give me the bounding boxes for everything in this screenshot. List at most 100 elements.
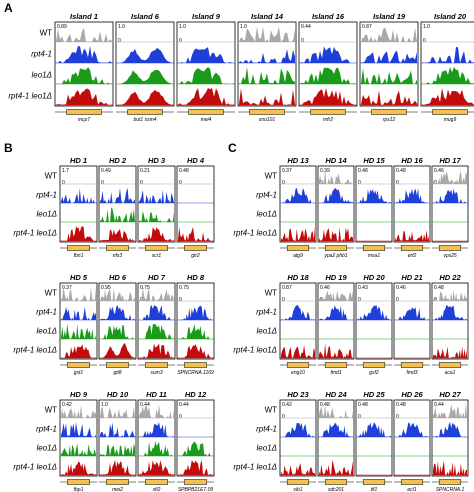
panel-c-hd-16-frame [393,165,431,243]
panel-letter-b: B [4,141,13,155]
panel-b-hd-12-frame [176,399,215,477]
panel-b-hd-3-title: HD 3 [148,156,166,165]
panel-a-locus-5-scale: 0.44 [301,24,311,30]
panel-c-row-1-track-label-3: rpt4-1 leo1Δ [233,228,277,237]
panel-b-hd-10-scale: 1.0 [101,402,108,408]
panel-c-row-3-track-label-2: leo1Δ [257,443,278,452]
panel-c-hd-17-gene-label: vps25 [443,253,457,259]
panel-c-hd-21-zero: 0 [396,297,399,303]
panel-b-hd-7-title: HD 7 [148,273,166,282]
panel-c-hd-19-gene-box [324,362,348,368]
panel-c-row-3-track-label-3: rpt4-1 leo1Δ [233,462,277,471]
panel-b-hd-4-frame [176,165,215,243]
panel-a-locus-1-gene-box [66,109,102,115]
panel-c-hd-13-frame [279,165,317,243]
panel-c-hd-20-zero: 0 [358,297,361,303]
panel-c-hd-22-title: HD 22 [439,273,461,282]
panel-c-hd-13-gene-box [286,245,310,251]
panel-a-locus-4-gene-box [249,109,285,115]
panel-b-hd-7-gene-box [145,362,168,368]
panel-b-row-2-track-label-3: rpt4-1 leo1Δ [13,345,57,354]
panel-b-hd-3-gene-box [145,245,168,251]
panel-c-hd-18-gene-label: eng10 [291,370,305,376]
panel-b-hd-11-signal-2 [139,441,174,456]
panel-b-hd-11-scale: 0.44 [140,402,150,408]
panel-c-hd-15-frame [355,165,393,243]
panel-b-row-3-track-label-3: rpt4-1 leo1Δ [13,462,57,471]
panel-a-locus-4-gene-label: sno101 [259,117,276,123]
panel-c-hd-15-scale: 0.48 [358,168,368,174]
panel-b-hd-8-signal-3 [178,344,213,358]
panel-c-hd-13-gene-label: atg9 [293,253,303,259]
panel-a-locus-3-title: Island 9 [192,12,221,21]
panel-a-locus-3-scale: 1.0 [179,24,186,30]
panel-a-locus-2-title: Island 6 [131,12,160,21]
panel-b-hd-7-frame [137,282,176,360]
panel-b-hd-7-signal-1 [139,305,174,320]
panel-b-hd-9-signal-1 [61,422,96,437]
panel-b-hd-6-frame [98,282,137,360]
panel-a-locus-2-scale: 1.0 [118,24,125,30]
panel-c-hd-17-zero: 0 [434,180,437,186]
panel-b-hd-4-signal-3 [178,227,213,241]
panel-a-locus-2-gene-label: but1 ssm4 [133,117,156,123]
panel-b-hd-10-gene-label: mei2 [112,487,123,492]
panel-c-hd-15-signal-1 [357,189,391,203]
panel-a-locus-1-signal-3 [56,88,112,105]
panel-a-locus-5-title: Island 16 [312,12,345,21]
panel-c-hd-19-scale: 0.46 [320,285,330,291]
panel-b-hd-5-signal-0 [61,286,96,301]
panel-c-hd-14-signal-3 [319,227,353,241]
panel-b-hd-11-title: HD 11 [146,390,167,399]
panel-b-hd-3-signal-3 [139,227,174,241]
panel-b-hd-5-frame [59,282,98,360]
panel-a-locus-4-signal-1 [239,49,295,63]
panel-c-hd-27-gene-label: SPNCRNA.1 [436,487,465,492]
panel-c-hd-27-gene-box [438,479,462,485]
panel-c-hd-21-frame [393,282,431,360]
panel-c-hd-20-signal-1 [357,305,391,320]
panel-a-locus-3-signal-3 [178,88,234,105]
panel-b-hd-6-gene-label: gti8 [113,370,121,376]
panel-a-track-label-3: rpt4-1 leo1Δ [8,92,52,101]
panel-b-hd-4-scale: 0.48 [179,168,189,174]
panel-c-hd-25-frame [355,399,393,477]
panel-b-hd-1-scale: 1.7 [62,168,69,174]
panel-b-hd-6-signal-1 [100,305,135,320]
panel-b-hd-12-zero: 0 [179,414,182,420]
panel-c-hd-24-signal-3 [319,460,353,475]
panel-c-row-1-track-label-1: rpt4-1 [256,190,277,199]
panel-b-hd-6-title: HD 6 [109,273,127,282]
panel-b-row-3-track-label-2: leo1Δ [37,443,58,452]
panel-b-hd-2-frame [98,165,137,243]
panel-a-locus-6-scale: 0.87 [362,24,372,30]
panel-b-hd-1-signal-1 [61,188,96,203]
panel-a-locus-7-title: Island 20 [434,12,467,21]
panel-b-hd-10-gene-box [106,479,129,485]
panel-b-hd-9-title: HD 9 [70,390,88,399]
panel-b-hd-12-gene-box [184,479,207,485]
panel-a-locus-7-signal-1 [422,46,474,63]
panel-c-hd-22-frame [431,282,469,360]
panel-b-hd-4-gene-box [184,245,207,251]
panel-c-hd-26-gene-label: ecl1 [407,487,416,492]
panel-b-hd-4-zero: 0 [179,180,182,186]
panel-c-hd-25-title: HD 25 [363,390,385,399]
panel-c-hd-22-signal-1 [433,305,467,320]
panel-b-hd-7-signal-3 [139,343,174,358]
panel-c-hd-25-zero: 0 [358,414,361,420]
panel-c-hd-24-signal-1 [319,423,353,437]
panel-b-hd-11-frame [137,399,176,477]
panel-c-hd-21-gene-box [400,362,424,368]
panel-b-hd-7-signal-0 [139,287,174,301]
panel-b-hd-1-zero: 0 [62,180,65,186]
panel-c-hd-21-scale: 0.46 [396,285,406,291]
panel-b-row-1-track-label-1: rpt4-1 [36,190,57,199]
panel-c-hd-20-frame [355,282,393,360]
panel-b-hd-11-gene-label: sfi2 [153,487,161,492]
panel-c-hd-19-signal-1 [319,305,353,320]
panel-c-hd-20-gene-box [362,362,386,368]
panel-b-hd-2-title: HD 2 [109,156,127,165]
panel-b-hd-12-title: HD 12 [185,390,207,399]
panel-a-locus-5-frame [298,21,358,107]
